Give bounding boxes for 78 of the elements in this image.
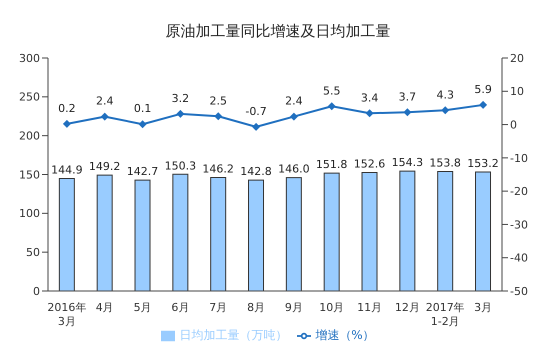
y2-tick-label: 10 (510, 85, 524, 98)
x-tick-label: 3月 (474, 301, 492, 314)
data-label: 144.9 (51, 163, 83, 176)
y2-tick-label: -50 (510, 284, 528, 298)
point (441, 106, 450, 114)
bar (172, 174, 188, 291)
x-tick-label: 4月 (96, 301, 114, 314)
x-tick-label: 7月 (209, 301, 228, 314)
data-label: 2.4 (96, 94, 114, 108)
point (479, 100, 488, 109)
y2-tick-label: -40 (510, 252, 528, 265)
y-tick-label: 250 (19, 90, 40, 104)
data-label: -0.7 (245, 104, 267, 118)
bar (210, 176, 226, 291)
y2-tick-label: -10 (510, 152, 528, 165)
x-tick-label: 10月 (319, 301, 344, 314)
data-label: 142.8 (240, 165, 272, 178)
y-tick-label: 0 (33, 284, 40, 298)
y2-tick-label: -20 (510, 185, 528, 198)
data-label: 154.3 (392, 156, 424, 170)
point (290, 112, 298, 121)
x-tick-label: 2016年 3月 (47, 301, 86, 328)
point (62, 120, 71, 128)
chart-title: 原油加工量同比增速及日均加工量 (164, 21, 392, 42)
data-label: 151.8 (316, 158, 348, 172)
data-label: 153.2 (467, 157, 499, 170)
y-tick-label: 100 (19, 207, 40, 220)
data-label: 2.5 (210, 94, 227, 108)
data-label: 3.2 (172, 92, 190, 105)
x-tick-label: 12月 (394, 301, 420, 314)
y2-tick-label: -30 (510, 218, 528, 232)
bar (248, 180, 264, 291)
point (138, 120, 147, 128)
bar (96, 174, 113, 291)
data-label: 146.0 (278, 162, 310, 176)
data-label: 5.9 (474, 82, 492, 96)
bar (324, 172, 340, 291)
data-label: 142.7 (126, 165, 158, 178)
data-label: 149.2 (88, 160, 120, 174)
point (176, 110, 184, 118)
point (366, 109, 374, 118)
x-tick-label: 6月 (171, 301, 190, 314)
data-label: 153.8 (429, 156, 461, 170)
x-tick-label: 8月 (247, 301, 266, 314)
data-label: 0.2 (58, 102, 76, 115)
point (252, 122, 260, 131)
y2-tick-label: 20 (510, 52, 524, 65)
bar (437, 171, 454, 291)
point (214, 112, 222, 120)
y-tick-label: 200 (19, 130, 40, 143)
y-tick-label: 150 (19, 168, 40, 182)
y-tick-label: 300 (19, 52, 40, 65)
data-label: 5.5 (323, 84, 340, 98)
data-label: 4.3 (436, 88, 454, 102)
x-tick-label: 2017年 1-2月 (426, 301, 465, 328)
data-label: 2.4 (285, 94, 303, 108)
bar (475, 172, 492, 291)
bar (286, 177, 302, 291)
bar (58, 178, 75, 291)
point (328, 102, 336, 110)
point (403, 108, 412, 116)
y2-tick-label: 0 (510, 118, 517, 132)
x-tick-label: 9月 (284, 301, 303, 314)
data-label: 152.6 (354, 157, 386, 170)
legend-label: 增速（%） (315, 328, 375, 342)
data-label: 0.1 (134, 102, 152, 116)
bar (399, 170, 416, 291)
data-label: 3.7 (398, 90, 416, 104)
y-tick-label: 50 (26, 246, 40, 260)
x-tick-label: 11月 (357, 301, 382, 314)
x-tick-label: 5月 (134, 301, 152, 314)
data-label: 146.2 (202, 162, 234, 176)
bar (362, 172, 378, 291)
bar (134, 180, 151, 291)
point (100, 112, 109, 121)
data-label: 3.4 (360, 91, 378, 104)
legend-label: 日均加工量（万吨） (179, 328, 288, 342)
data-label: 150.3 (164, 159, 196, 172)
